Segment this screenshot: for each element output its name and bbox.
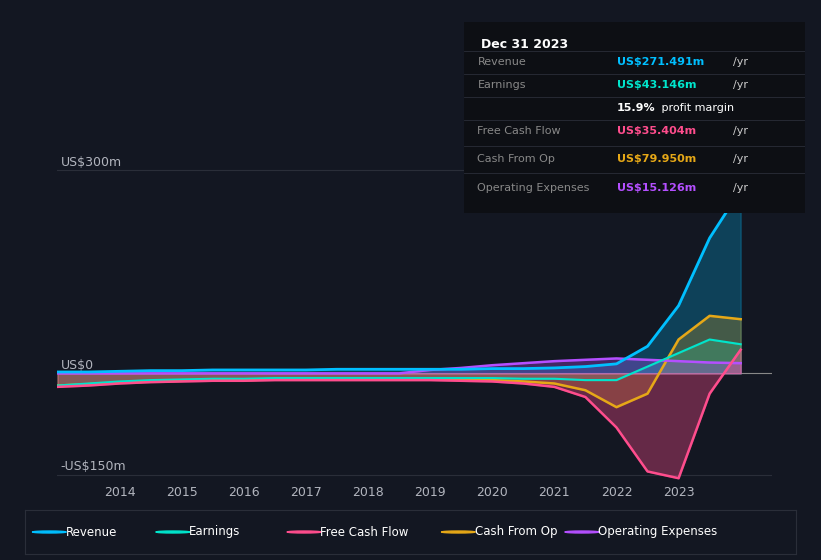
Circle shape [287, 531, 321, 533]
Text: US$43.146m: US$43.146m [617, 80, 697, 90]
Text: /yr: /yr [733, 57, 748, 67]
Text: /yr: /yr [733, 80, 748, 90]
Circle shape [565, 531, 599, 533]
Text: Operating Expenses: Operating Expenses [478, 183, 589, 193]
Text: Revenue: Revenue [478, 57, 526, 67]
Text: Free Cash Flow: Free Cash Flow [478, 126, 561, 136]
Text: US$0: US$0 [61, 359, 94, 372]
Text: Cash From Op: Cash From Op [475, 525, 557, 539]
Text: US$271.491m: US$271.491m [617, 57, 704, 67]
Text: US$300m: US$300m [61, 156, 122, 169]
Text: Free Cash Flow: Free Cash Flow [320, 525, 409, 539]
Text: /yr: /yr [733, 126, 748, 136]
Text: /yr: /yr [733, 155, 748, 165]
Text: Earnings: Earnings [478, 80, 526, 90]
Text: profit margin: profit margin [658, 103, 734, 113]
Text: Operating Expenses: Operating Expenses [598, 525, 718, 539]
Text: -US$150m: -US$150m [61, 460, 126, 473]
Text: Cash From Op: Cash From Op [478, 155, 555, 165]
Text: US$79.950m: US$79.950m [617, 155, 696, 165]
Text: US$15.126m: US$15.126m [617, 183, 696, 193]
Text: Earnings: Earnings [189, 525, 241, 539]
Text: /yr: /yr [733, 183, 748, 193]
Circle shape [32, 531, 67, 533]
Circle shape [156, 531, 190, 533]
Text: Dec 31 2023: Dec 31 2023 [481, 38, 568, 50]
Text: Revenue: Revenue [66, 525, 117, 539]
Text: 15.9%: 15.9% [617, 103, 656, 113]
Text: US$35.404m: US$35.404m [617, 126, 696, 136]
Circle shape [442, 531, 475, 533]
